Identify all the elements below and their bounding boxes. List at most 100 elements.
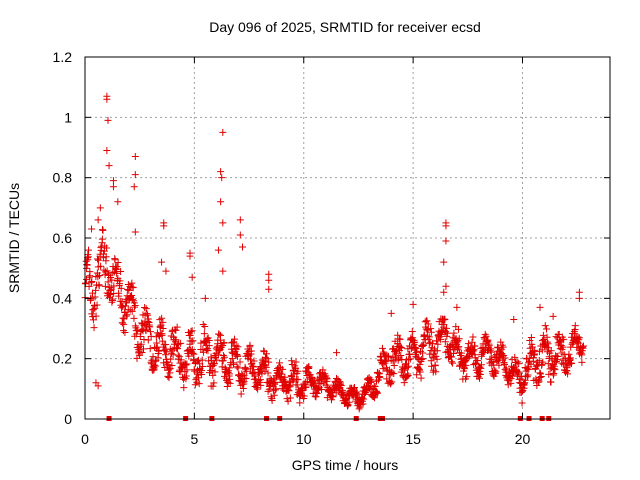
data-point — [91, 293, 99, 301]
x-tick-label: 5 — [190, 431, 198, 447]
data-point — [492, 367, 500, 375]
data-point — [234, 352, 242, 360]
data-point — [88, 225, 96, 233]
data-point — [277, 370, 285, 378]
x-tick-label: 0 — [81, 431, 89, 447]
data-point — [294, 367, 302, 375]
data-point — [417, 374, 425, 382]
data-point — [417, 355, 425, 363]
data-point — [501, 360, 509, 368]
data-point — [128, 292, 136, 300]
data-point — [168, 349, 176, 357]
data-point — [105, 162, 113, 170]
data-point — [438, 329, 446, 337]
data-point — [144, 315, 152, 323]
data-point — [514, 358, 522, 366]
data-point — [449, 359, 457, 367]
data-point — [188, 327, 196, 335]
data-point — [84, 253, 92, 261]
data-point — [146, 328, 154, 336]
data-point — [140, 345, 148, 353]
data-point — [416, 368, 424, 376]
data-point — [411, 343, 419, 351]
data-point — [412, 348, 420, 356]
data-point — [200, 330, 208, 338]
data-point — [114, 259, 122, 267]
data-point — [433, 337, 441, 345]
data-point — [376, 374, 384, 382]
data-point — [424, 320, 432, 328]
data-point — [146, 345, 154, 353]
data-point — [242, 375, 250, 383]
data-point — [82, 279, 90, 287]
data-point — [433, 355, 441, 363]
data-point — [211, 360, 219, 368]
data-point — [515, 360, 523, 368]
data-point — [228, 355, 236, 363]
data-point — [167, 355, 175, 363]
data-point — [188, 345, 196, 353]
data-point — [319, 366, 327, 374]
data-point — [103, 147, 111, 155]
data-point — [183, 360, 191, 368]
data-point — [549, 312, 557, 320]
data-point — [172, 326, 180, 334]
data-point — [350, 384, 358, 392]
data-point — [128, 279, 136, 287]
data-point — [89, 313, 97, 321]
data-point — [339, 388, 347, 396]
data-point — [220, 339, 228, 347]
data-point — [117, 267, 125, 275]
data-point — [538, 346, 546, 354]
data-point — [485, 342, 493, 350]
data-point — [271, 378, 279, 386]
data-point — [204, 347, 212, 355]
y-tick-label: 1.2 — [53, 49, 73, 65]
data-point — [397, 344, 405, 352]
data-point — [475, 374, 483, 382]
data-point — [412, 352, 420, 360]
data-point — [116, 277, 124, 285]
data-point — [187, 327, 195, 335]
data-point — [186, 252, 194, 260]
data-point — [469, 347, 477, 355]
data-point — [94, 216, 102, 224]
data-point — [95, 282, 103, 290]
data-point — [85, 282, 93, 290]
data-point — [286, 381, 294, 389]
data-point — [215, 330, 223, 338]
data-point — [358, 394, 366, 402]
data-point — [575, 294, 583, 302]
data-point — [276, 359, 284, 367]
data-point — [166, 365, 174, 373]
data-point — [434, 340, 442, 348]
data-point — [297, 391, 305, 399]
data-point — [578, 358, 586, 366]
data-points — [81, 92, 587, 413]
data-point — [118, 319, 126, 327]
data-point — [121, 329, 129, 337]
data-point — [210, 379, 218, 387]
data-point — [343, 394, 351, 402]
data-point — [425, 333, 433, 341]
data-point — [397, 343, 405, 351]
data-point — [469, 333, 477, 341]
data-point — [190, 350, 198, 358]
data-point — [100, 266, 108, 274]
data-point — [95, 272, 103, 280]
data-point — [94, 382, 102, 390]
data-point — [201, 294, 209, 302]
data-point — [416, 360, 424, 368]
data-point — [113, 263, 121, 271]
data-point — [247, 347, 255, 355]
data-point — [82, 257, 90, 265]
data-point — [262, 363, 270, 371]
data-point — [390, 370, 398, 378]
data-point — [159, 324, 167, 332]
data-point — [137, 340, 145, 348]
data-point — [544, 360, 552, 368]
data-point — [146, 323, 154, 331]
data-point — [177, 339, 185, 347]
data-point — [158, 314, 166, 322]
data-point — [285, 387, 293, 395]
